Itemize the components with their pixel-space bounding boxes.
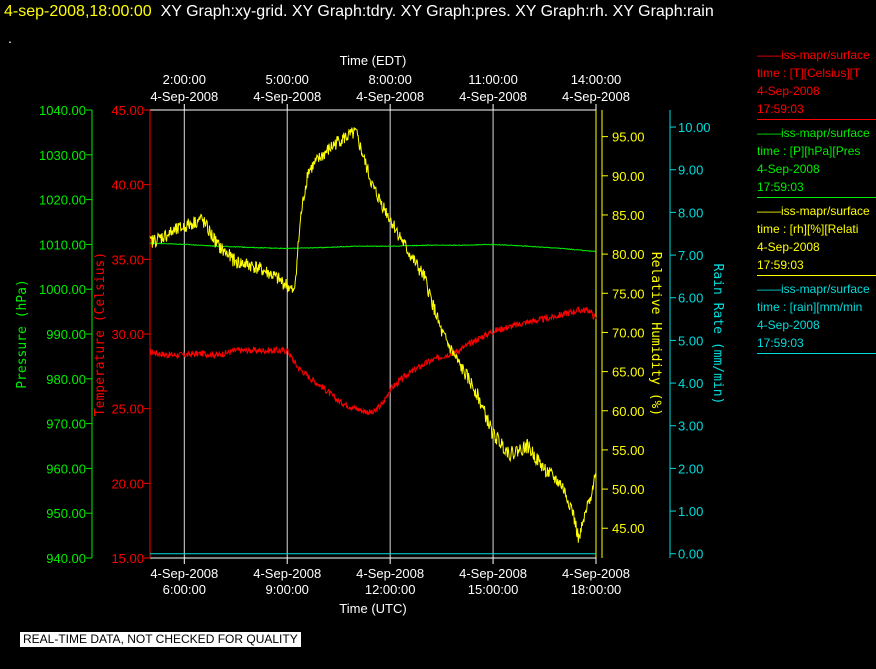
pressure-tick-label: 950.00	[46, 506, 86, 521]
x-tick-label: 4-Sep-2008	[459, 566, 527, 581]
rh-tick-label: 70.00	[612, 325, 645, 340]
pressure-axis-title: Pressure (hPa)	[15, 279, 30, 389]
legend-line: time : [rh][%][Relati	[757, 222, 859, 236]
pressure-tick-label: 960.00	[46, 461, 86, 476]
x-tick-label: 9:00:00	[266, 582, 309, 597]
legend-line: 4-Sep-2008	[757, 240, 820, 254]
x-axis-title-bottom: Time (UTC)	[339, 601, 406, 616]
rh-tick-label: 45.00	[612, 521, 645, 536]
legend-line: time : [P][hPa][Pres	[757, 144, 861, 158]
legend-line: 17:59:03	[757, 336, 804, 350]
x-tick-label: 18:00:00	[571, 582, 622, 597]
x-top-tick-label: 14:00:00	[571, 72, 622, 87]
pressure-tick-label: 1040.00	[39, 103, 86, 118]
x-top-tick-label: 4-Sep-2008	[253, 89, 321, 104]
rh-series-line	[149, 127, 597, 543]
pressure-tick-label: 1020.00	[39, 193, 86, 208]
quality-notice: REAL-TIME DATA, NOT CHECKED FOR QUALITY	[20, 632, 301, 647]
x-tick-label: 4-Sep-2008	[150, 566, 218, 581]
x-tick-label: 15:00:00	[468, 582, 519, 597]
rain-tick-label: 2.00	[678, 461, 703, 476]
legend-line: ——iss-mapr/surface	[757, 282, 870, 296]
rain-axis-title: Rain Rate (mm/min)	[710, 264, 725, 405]
x-top-tick-label: 8:00:00	[368, 72, 411, 87]
pressure-tick-label: 1000.00	[39, 282, 86, 297]
legend-line: 4-Sep-2008	[757, 84, 820, 98]
legend-entry-temperature: ——iss-mapr/surface time : [T][Celsius][T…	[757, 46, 876, 120]
x-top-tick-label: 4-Sep-2008	[459, 89, 527, 104]
x-tick-label: 12:00:00	[365, 582, 416, 597]
pressure-tick-label: 940.00	[46, 551, 86, 566]
rh-tick-label: 50.00	[612, 482, 645, 497]
temperature-tick-label: 20.00	[111, 476, 144, 491]
rh-tick-label: 65.00	[612, 365, 645, 380]
legend-entry-humidity: ——iss-mapr/surface time : [rh][%][Relati…	[757, 202, 876, 276]
rh-tick-label: 85.00	[612, 208, 645, 223]
legend-line: 17:59:03	[757, 258, 804, 272]
temperature-tick-label: 15.00	[111, 551, 144, 566]
graph-header: 4-sep-2008,18:00:00 XY Graph:xy-grid. XY…	[4, 3, 714, 21]
rain-tick-label: 5.00	[678, 333, 703, 348]
pressure-tick-label: 1030.00	[39, 148, 86, 163]
x-top-tick-label: 4-Sep-2008	[150, 89, 218, 104]
temperature-tick-label: 30.00	[111, 327, 144, 342]
legend-line: time : [T][Celsius][T	[757, 66, 861, 80]
rain-tick-label: 3.00	[678, 419, 703, 434]
x-axis-title-top: Time (EDT)	[340, 53, 407, 68]
pressure-tick-label: 980.00	[46, 372, 86, 387]
header-dot: .	[8, 30, 12, 46]
legend-line: 17:59:03	[757, 180, 804, 194]
legend-line: 4-Sep-2008	[757, 318, 820, 332]
legend-line: time : [rain][mm/min	[757, 300, 863, 314]
rain-tick-label: 4.00	[678, 376, 703, 391]
temperature-tick-label: 25.00	[111, 402, 144, 417]
rh-tick-label: 55.00	[612, 443, 645, 458]
temperature-tick-label: 45.00	[111, 103, 144, 118]
legend-line: ——iss-mapr/surface	[757, 48, 870, 62]
temperature-tick-label: 35.00	[111, 252, 144, 267]
legend-line: ——iss-mapr/surface	[757, 204, 870, 218]
rh-axis-title: Relative Humidity (%)	[648, 252, 663, 416]
temperature-axis-title: Temperature (Celsius)	[93, 252, 108, 416]
rain-tick-label: 6.00	[678, 291, 703, 306]
temperature-tick-label: 40.00	[111, 178, 144, 193]
pressure-tick-label: 970.00	[46, 417, 86, 432]
x-top-tick-label: 2:00:00	[163, 72, 206, 87]
header-graph-list: XY Graph:xy-grid. XY Graph:tdry. XY Grap…	[160, 3, 714, 20]
pressure-series-line	[149, 242, 597, 253]
legend-line: 17:59:03	[757, 102, 804, 116]
rain-tick-label: 7.00	[678, 248, 703, 263]
rain-tick-label: 9.00	[678, 163, 703, 178]
x-tick-label: 4-Sep-2008	[562, 566, 630, 581]
x-tick-label: 6:00:00	[163, 582, 206, 597]
x-top-tick-label: 4-Sep-2008	[356, 89, 424, 104]
legend-entry-pressure: ——iss-mapr/surface time : [P][hPa][Pres …	[757, 124, 876, 198]
rh-tick-label: 95.00	[612, 130, 645, 145]
x-tick-label: 4-Sep-2008	[356, 566, 424, 581]
x-tick-label: 4-Sep-2008	[253, 566, 321, 581]
legend-entry-rain: ——iss-mapr/surface time : [rain][mm/min …	[757, 280, 876, 354]
temperature-series-line	[149, 306, 597, 416]
x-top-tick-label: 4-Sep-2008	[562, 89, 630, 104]
legend-line: 4-Sep-2008	[757, 162, 820, 176]
rh-tick-label: 75.00	[612, 286, 645, 301]
legend-line: ——iss-mapr/surface	[757, 126, 870, 140]
rh-tick-label: 80.00	[612, 247, 645, 262]
rain-tick-label: 1.00	[678, 504, 703, 519]
pressure-tick-label: 1010.00	[39, 237, 86, 252]
pressure-tick-label: 990.00	[46, 327, 86, 342]
rain-tick-label: 0.00	[678, 547, 703, 562]
header-timestamp: 4-sep-2008,18:00:00	[4, 3, 152, 20]
x-top-tick-label: 11:00:00	[468, 72, 518, 87]
x-top-tick-label: 5:00:00	[266, 72, 309, 87]
rain-tick-label: 10.00	[678, 120, 711, 135]
rh-tick-label: 90.00	[612, 169, 645, 184]
legend: ——iss-mapr/surface time : [T][Celsius][T…	[757, 46, 876, 358]
rh-tick-label: 60.00	[612, 404, 645, 419]
rain-tick-label: 8.00	[678, 205, 703, 220]
